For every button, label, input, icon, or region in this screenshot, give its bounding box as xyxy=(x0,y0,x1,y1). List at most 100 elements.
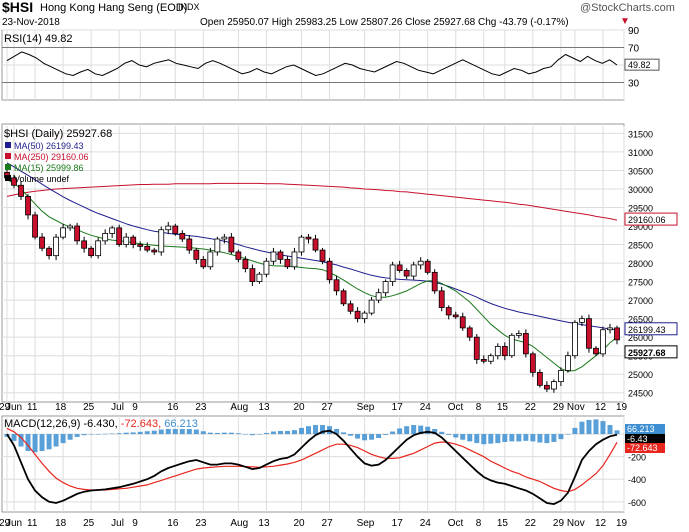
x-tick-label-bottom: 29 xyxy=(553,518,565,529)
candle-body xyxy=(354,310,361,320)
x-tick-label-bottom: 22 xyxy=(525,518,537,529)
candle-body xyxy=(67,225,74,229)
macd-histogram-bar xyxy=(221,432,227,435)
candle-body xyxy=(494,346,501,357)
candle-body xyxy=(74,225,81,242)
macd-histogram-bar xyxy=(144,431,150,435)
candle-body xyxy=(158,229,165,253)
candle-body xyxy=(600,329,606,355)
x-tick-label: 27 xyxy=(322,402,334,413)
x-tick-label: 13 xyxy=(258,402,270,413)
macd-title: MACD(12,26,9) -6.430, -72.643, 66.213 xyxy=(4,418,198,430)
x-tick-label-bottom: 13 xyxy=(258,518,270,529)
candle-body xyxy=(579,318,585,323)
candle-body xyxy=(277,251,284,260)
candle-body xyxy=(529,353,536,373)
macd-histogram-bar xyxy=(446,434,452,435)
macd-last-label: 66.213 xyxy=(627,424,655,434)
x-tick-label-bottom: 9 xyxy=(132,518,138,529)
candle-body xyxy=(291,251,298,268)
macd-histogram-bar xyxy=(291,430,297,435)
x-tick-label-bottom: 11 xyxy=(27,518,38,529)
macd-histogram-bar xyxy=(263,432,269,435)
price-tick-label: 29000 xyxy=(628,222,653,232)
macd-histogram-bar xyxy=(116,433,122,435)
macd-histogram-bar xyxy=(18,434,24,447)
price-tick-label: 24500 xyxy=(628,389,653,399)
x-tick-label-bottom: Aug xyxy=(230,518,248,529)
x-tick-label-bottom: 8 xyxy=(476,518,482,529)
macd-histogram-bar xyxy=(186,428,192,435)
candle-body xyxy=(438,290,445,308)
macd-histogram-bar xyxy=(320,425,326,435)
macd-histogram-bar xyxy=(341,432,347,435)
rsi-last-label: 49.82 xyxy=(628,60,651,70)
candle-body xyxy=(123,236,130,245)
rsi-last-box xyxy=(624,58,660,71)
macd-histogram-bar xyxy=(270,431,276,435)
candle-body xyxy=(361,312,368,320)
legend-swatch xyxy=(5,164,11,170)
candle-body xyxy=(39,236,45,249)
macd-histogram-bar xyxy=(256,434,262,435)
candle-body xyxy=(368,299,375,314)
candle-body xyxy=(508,334,515,357)
macd-histogram-bar xyxy=(109,433,115,435)
macd-histogram-bar xyxy=(537,434,543,443)
x-tick-label: Jun xyxy=(6,402,22,413)
x-tick-label: Sep xyxy=(357,402,375,413)
macd-histogram-bar xyxy=(130,432,136,435)
candle-body xyxy=(179,233,186,240)
ma250-last-box xyxy=(624,212,678,226)
macd-histogram-bar xyxy=(502,434,508,442)
x-tick-label-bottom: 12 xyxy=(595,518,607,529)
date-label: 23-Nov-2018 xyxy=(2,17,60,28)
x-tick-label: 19 xyxy=(616,402,628,413)
candle-body xyxy=(466,327,473,338)
ma50-last-box xyxy=(624,322,678,336)
candle-body xyxy=(172,225,179,234)
rsi-tick-label: 30 xyxy=(628,79,640,90)
macd-histogram-bar xyxy=(411,425,417,435)
x-tick-label: 11 xyxy=(27,402,38,413)
macd-histogram-bar xyxy=(32,434,38,453)
macd-histogram-bar xyxy=(600,421,606,435)
candle-body xyxy=(473,336,480,360)
macd-last-box xyxy=(625,424,665,434)
candle-body xyxy=(116,227,123,245)
legend-label: MA(15) 25999.86 xyxy=(14,163,84,173)
macd-histogram-bar xyxy=(460,434,466,440)
macd-histogram-bar xyxy=(432,428,438,435)
macd-histogram-bar xyxy=(214,432,220,435)
x-tick-label: 12 xyxy=(595,402,607,413)
candle-body xyxy=(424,260,431,273)
candle-body xyxy=(501,346,508,357)
macd-histogram-bar xyxy=(390,431,396,435)
price-tick-label: 26500 xyxy=(628,315,653,325)
ma50-last-label: 26199.43 xyxy=(628,325,666,335)
candle-body xyxy=(53,236,59,257)
macd-tick-label: -600 xyxy=(628,498,646,508)
candle-body xyxy=(487,355,494,362)
price-tick-label: 31500 xyxy=(628,129,653,139)
macd-panel xyxy=(1,415,625,513)
macd-histogram-bar xyxy=(46,434,52,450)
price-tick-label: 25000 xyxy=(628,370,653,380)
candle-body xyxy=(284,258,291,268)
macd-histogram-bar xyxy=(523,434,529,441)
legend-swatch xyxy=(5,175,11,181)
index-name: Hong Kong Hang Seng (EOD) xyxy=(40,2,188,14)
candle-body xyxy=(214,238,221,253)
rsi-tick-label: 70 xyxy=(628,44,640,55)
price-tick-label: 30500 xyxy=(628,166,653,176)
macd-histogram-bar xyxy=(530,434,536,442)
candle-body xyxy=(95,240,102,257)
candle-body xyxy=(305,236,312,240)
candle-body xyxy=(207,251,214,268)
candle-body xyxy=(586,318,592,349)
candle-body xyxy=(382,281,389,294)
candle-body xyxy=(396,264,403,271)
price-tick-label: 29500 xyxy=(628,204,653,214)
x-tick-label-bottom: 23 xyxy=(195,518,207,529)
macd-histogram-bar xyxy=(277,430,283,435)
